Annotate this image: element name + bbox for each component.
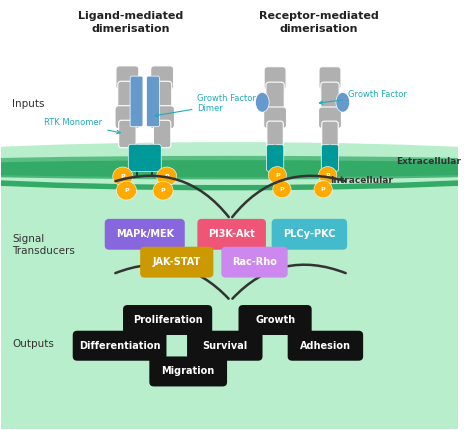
Circle shape (117, 181, 137, 200)
Text: Inputs: Inputs (12, 98, 45, 108)
Text: MAPk/MEK: MAPk/MEK (116, 229, 174, 239)
FancyBboxPatch shape (150, 106, 174, 129)
Circle shape (319, 166, 337, 184)
Text: Growth Factor
Dimer: Growth Factor Dimer (155, 94, 256, 117)
FancyBboxPatch shape (151, 66, 173, 90)
Text: Intracellular: Intracellular (330, 176, 393, 185)
Text: Signal
Transducers: Signal Transducers (12, 233, 75, 256)
FancyBboxPatch shape (319, 107, 341, 129)
FancyBboxPatch shape (116, 66, 139, 90)
FancyBboxPatch shape (267, 121, 283, 148)
Text: P: P (164, 174, 169, 179)
Text: PI3K-Akt: PI3K-Akt (208, 229, 255, 239)
FancyBboxPatch shape (319, 67, 341, 90)
FancyBboxPatch shape (153, 81, 172, 115)
FancyBboxPatch shape (266, 82, 284, 115)
Text: Adhesion: Adhesion (300, 341, 351, 351)
FancyBboxPatch shape (118, 81, 137, 115)
Text: Rac-Rho: Rac-Rho (232, 257, 277, 267)
Text: P: P (321, 187, 326, 192)
FancyBboxPatch shape (321, 145, 338, 171)
Text: RTK Monomer: RTK Monomer (44, 118, 120, 134)
Circle shape (268, 166, 286, 184)
Text: Outputs: Outputs (12, 338, 54, 349)
Text: P: P (325, 172, 330, 178)
Text: JAK-STAT: JAK-STAT (153, 257, 201, 267)
FancyBboxPatch shape (272, 219, 347, 250)
FancyBboxPatch shape (288, 331, 363, 361)
Ellipse shape (0, 142, 474, 185)
Ellipse shape (0, 162, 474, 179)
Circle shape (156, 167, 177, 186)
FancyBboxPatch shape (187, 331, 263, 361)
Text: P: P (280, 187, 284, 192)
FancyBboxPatch shape (238, 305, 312, 335)
FancyBboxPatch shape (321, 82, 339, 115)
FancyBboxPatch shape (130, 76, 143, 127)
Text: Ligand-mediated
dimerisation: Ligand-mediated dimerisation (78, 12, 183, 34)
FancyBboxPatch shape (264, 107, 286, 129)
Text: Differentiation: Differentiation (79, 341, 160, 351)
FancyBboxPatch shape (115, 106, 140, 129)
FancyBboxPatch shape (149, 356, 227, 387)
Text: Growth: Growth (255, 315, 295, 325)
Text: Extracellular: Extracellular (396, 157, 461, 166)
FancyBboxPatch shape (0, 163, 458, 429)
Text: Survival: Survival (202, 341, 247, 351)
Circle shape (153, 181, 173, 200)
Circle shape (113, 167, 133, 186)
Circle shape (314, 181, 332, 198)
Ellipse shape (0, 150, 474, 190)
Text: Receptor-mediated
dimerisation: Receptor-mediated dimerisation (259, 12, 378, 34)
FancyBboxPatch shape (266, 145, 284, 171)
Text: PLCy-PKC: PLCy-PKC (283, 229, 336, 239)
FancyBboxPatch shape (0, 1, 458, 181)
Ellipse shape (255, 92, 269, 112)
FancyBboxPatch shape (154, 120, 171, 148)
FancyBboxPatch shape (146, 76, 159, 127)
Ellipse shape (336, 92, 350, 112)
Ellipse shape (0, 156, 474, 173)
FancyBboxPatch shape (123, 305, 212, 335)
FancyBboxPatch shape (73, 331, 166, 361)
FancyBboxPatch shape (105, 219, 185, 250)
Text: P: P (275, 172, 280, 178)
FancyBboxPatch shape (221, 247, 288, 278)
FancyBboxPatch shape (264, 67, 286, 90)
FancyBboxPatch shape (322, 121, 338, 148)
Text: P: P (120, 174, 125, 179)
Text: Migration: Migration (162, 366, 215, 376)
FancyBboxPatch shape (140, 247, 213, 278)
Text: Proliferation: Proliferation (133, 315, 202, 325)
FancyBboxPatch shape (128, 144, 161, 172)
Text: P: P (124, 188, 129, 193)
Circle shape (273, 181, 291, 198)
Text: P: P (161, 188, 165, 193)
Ellipse shape (0, 160, 474, 177)
FancyBboxPatch shape (197, 219, 266, 250)
FancyBboxPatch shape (118, 120, 136, 148)
Text: Growth Factor: Growth Factor (319, 90, 407, 104)
